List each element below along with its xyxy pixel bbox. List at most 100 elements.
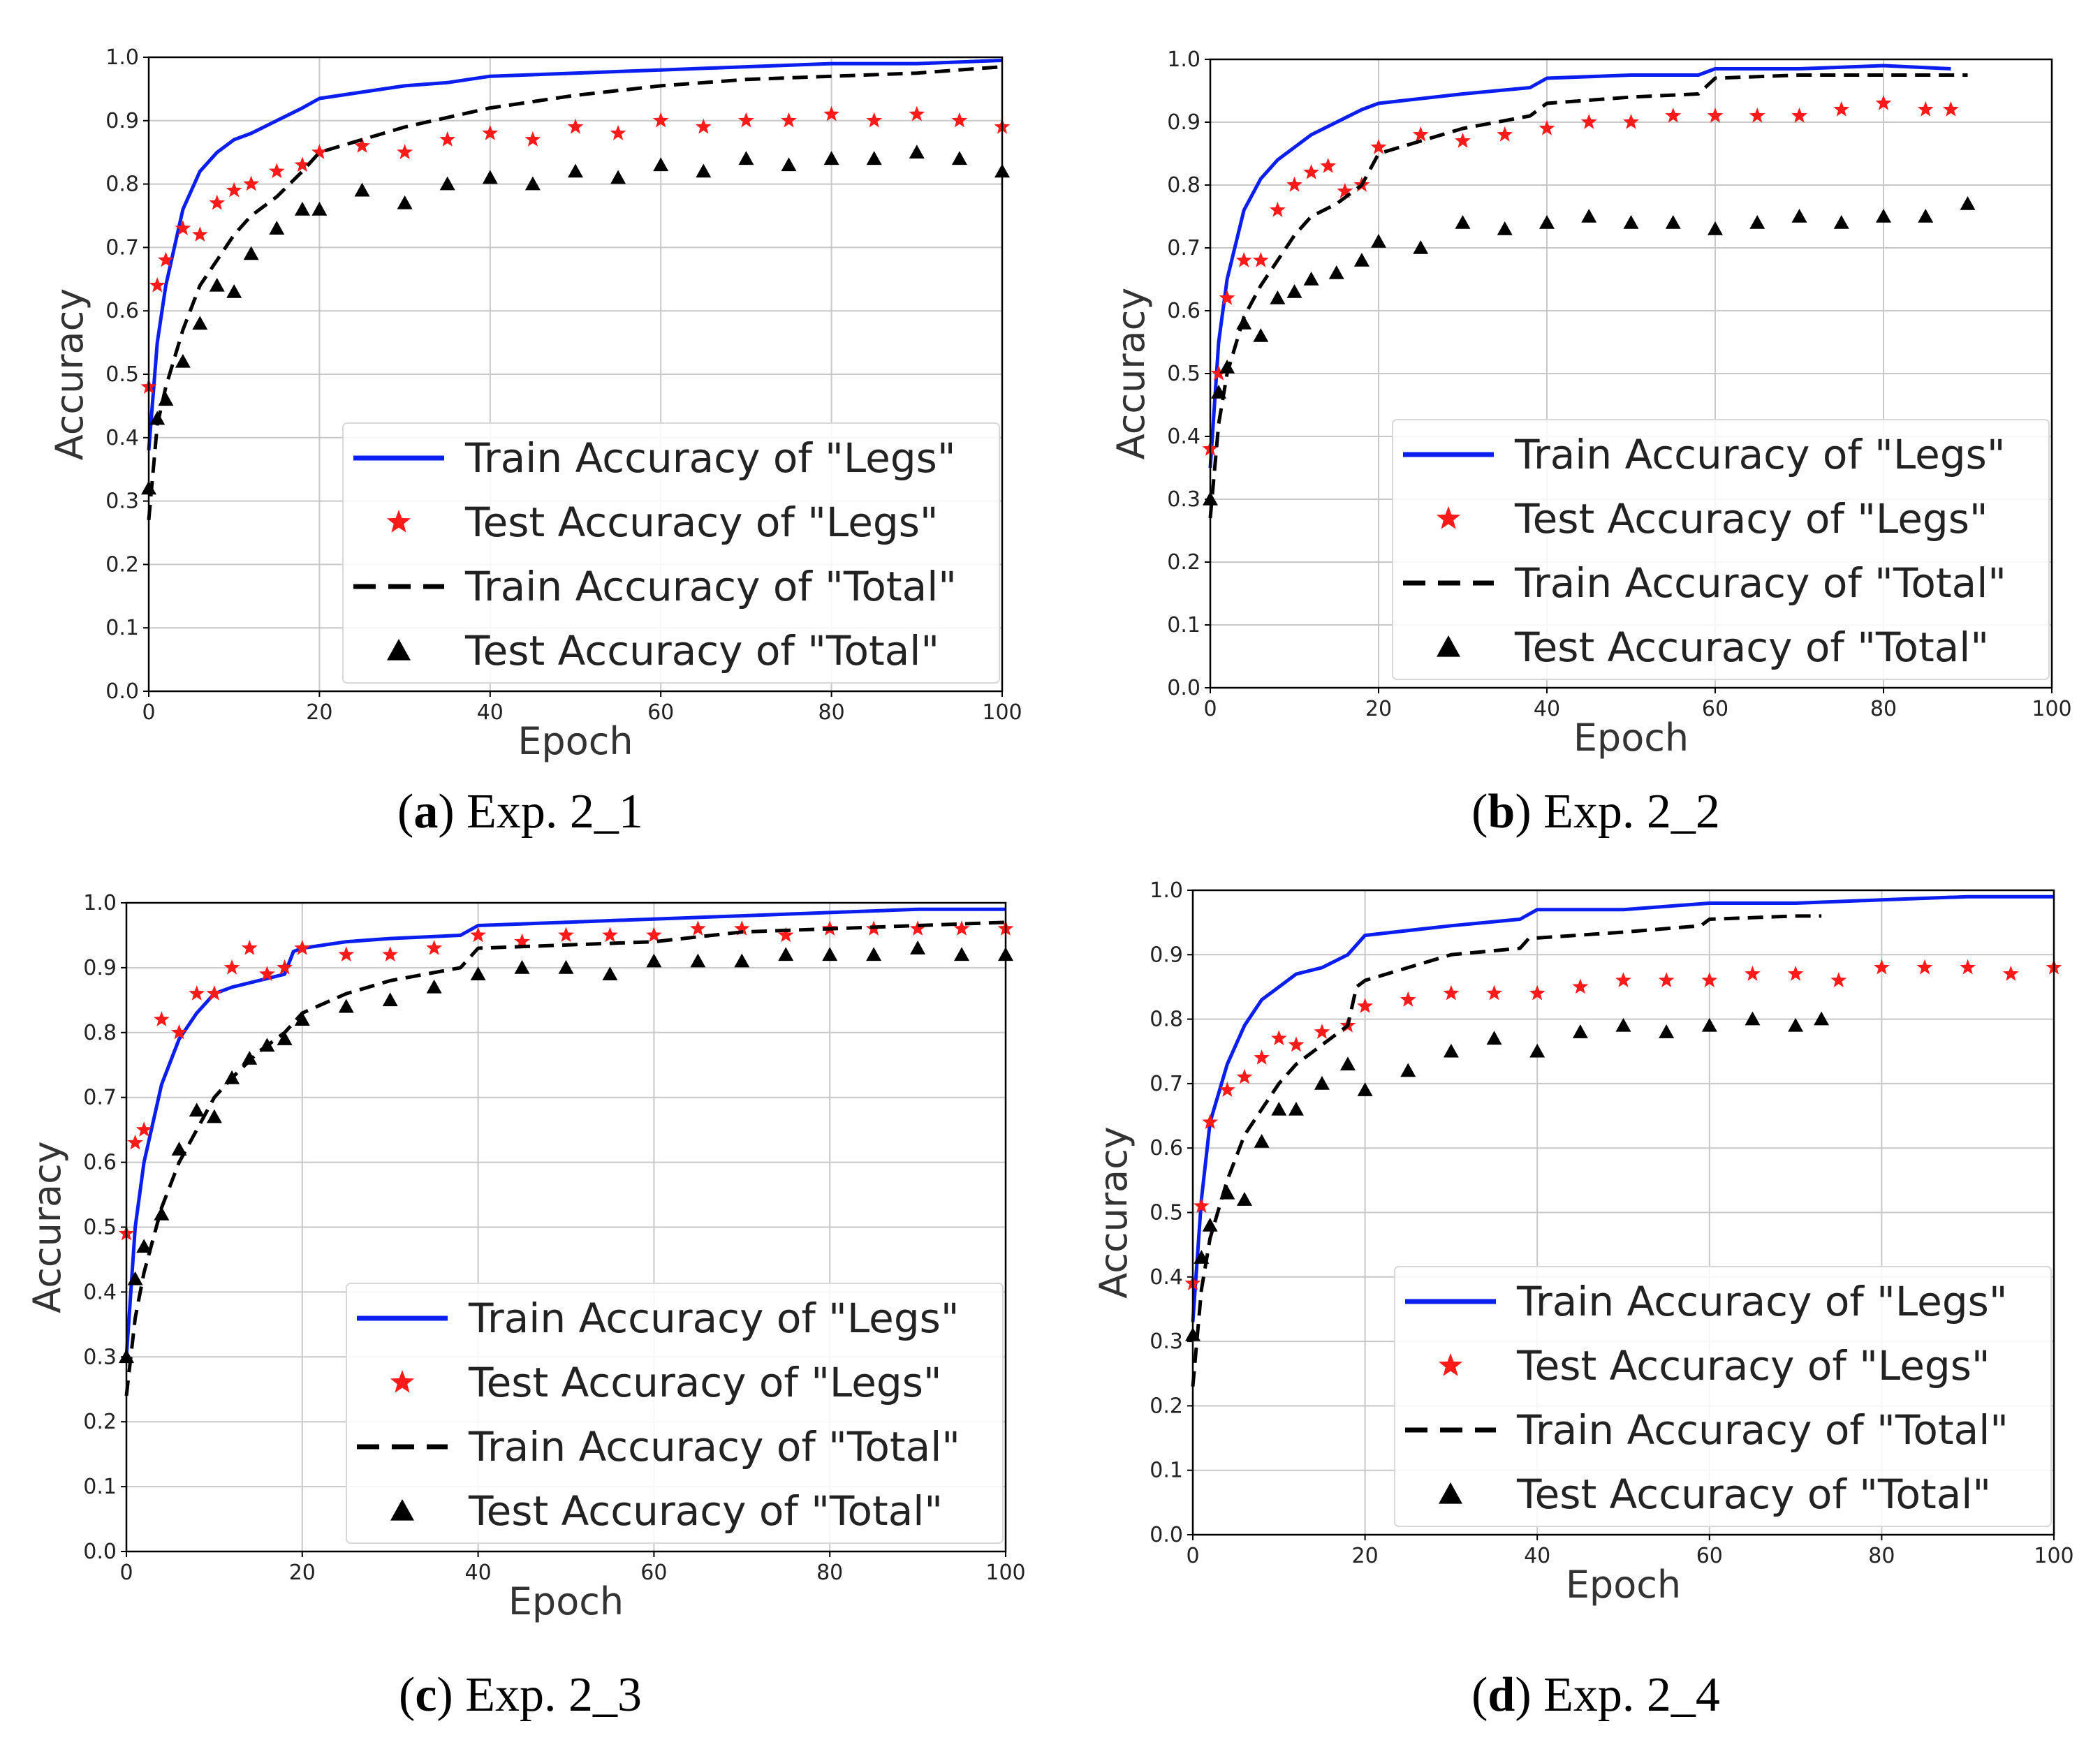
x-tick-label: 20	[289, 1561, 316, 1585]
test-total-point	[1745, 1011, 1761, 1026]
test-legs-point	[1337, 183, 1353, 198]
test-total-point	[909, 145, 925, 159]
test-total-point	[602, 966, 618, 980]
y-tick-label: 0.6	[83, 1151, 117, 1175]
test-legs-point	[1615, 972, 1631, 987]
y-tick-label: 0.2	[1167, 550, 1200, 575]
caption-d: (d) Exp. 2_4	[1471, 1668, 1720, 1722]
test-total-point	[738, 151, 754, 165]
test-legs-point	[1370, 139, 1387, 154]
test-total-point	[294, 201, 310, 216]
y-tick-label: 0.9	[83, 956, 117, 980]
y-tick-label: 0.9	[1167, 110, 1200, 135]
test-legs-point	[695, 118, 712, 134]
test-legs-point	[1791, 108, 1807, 123]
test-total-point	[696, 163, 712, 178]
test-legs-point	[777, 927, 794, 943]
test-total-point	[1665, 215, 1681, 229]
x-tick-label: 100	[982, 700, 1022, 725]
test-legs-point	[953, 920, 970, 936]
legend-triangle-icon	[390, 1499, 414, 1521]
legend-triangle-icon	[1437, 635, 1460, 657]
test-legs-point	[1787, 966, 1804, 981]
test-legs-point	[1254, 1049, 1270, 1065]
test-total-point	[382, 992, 398, 1007]
x-tick-label: 60	[640, 1561, 667, 1585]
y-tick-label: 0.4	[1167, 425, 1200, 449]
test-legs-point	[470, 927, 486, 943]
test-total-point	[149, 411, 166, 425]
test-total-point	[690, 953, 706, 968]
y-tick-label: 0.1	[105, 616, 139, 640]
test-total-point	[1529, 1043, 1545, 1058]
y-tick-label: 0.1	[1150, 1459, 1183, 1483]
y-tick-label: 1.0	[83, 891, 117, 915]
test-total-point	[778, 947, 794, 961]
y-tick-label: 0.2	[1150, 1394, 1183, 1418]
test-total-point	[338, 998, 354, 1013]
train-total-line	[147, 65, 1003, 521]
test-legs-point	[1202, 1114, 1219, 1129]
test-total-point	[277, 1031, 293, 1045]
test-legs-point	[951, 112, 968, 128]
test-legs-point	[1412, 126, 1429, 142]
x-tick-label: 60	[1696, 1544, 1723, 1568]
test-legs-point	[1916, 959, 1933, 975]
test-legs-point	[602, 927, 618, 943]
test-legs-point	[259, 966, 275, 981]
legend-label: Test Accuracy of "Legs"	[464, 499, 939, 546]
legend-box	[1394, 1266, 2052, 1527]
test-total-point	[1623, 215, 1639, 229]
test-legs-point	[1529, 985, 1545, 1001]
test-total-point	[470, 966, 486, 980]
test-legs-point	[1303, 164, 1319, 179]
test-legs-point	[823, 105, 839, 121]
test-legs-point	[189, 985, 205, 1001]
chart-panel-c: 0 20 40 60 80 100 0.0 0.1 0.2 0.3 0.4 0.5 0.6 0.7 0.8 0…	[25, 891, 1026, 1623]
train-legs-line	[124, 907, 1006, 1357]
test-legs-point	[1286, 177, 1302, 192]
test-total-point	[1400, 1063, 1416, 1077]
x-tick-label: 0	[1186, 1544, 1199, 1568]
test-legs-point	[226, 182, 242, 198]
x-tick-label: 0	[1203, 697, 1217, 721]
test-legs-point	[1270, 1030, 1287, 1045]
test-legs-point	[171, 1024, 187, 1040]
test-total-point	[1219, 360, 1235, 374]
test-total-point	[1270, 290, 1286, 304]
x-axis-label: Epoch	[517, 719, 633, 763]
x-tick-label: 40	[1524, 1544, 1550, 1568]
test-total-point	[206, 1109, 222, 1123]
test-legs-point	[1193, 1197, 1210, 1213]
legend-triangle-icon	[1439, 1482, 1462, 1504]
x-tick-label: 80	[816, 1561, 843, 1585]
test-legs-point	[1917, 101, 1934, 117]
y-tick-label: 0.2	[105, 552, 139, 577]
legend-star-icon	[1436, 506, 1461, 529]
x-axis-label: Epoch	[1566, 1563, 1681, 1607]
train-legs-line	[1208, 64, 1951, 469]
test-total-point	[1271, 1101, 1287, 1116]
test-legs-point	[558, 927, 574, 943]
test-total-point	[1328, 265, 1344, 279]
y-tick-label: 0.8	[1167, 173, 1200, 198]
test-legs-point	[439, 131, 456, 147]
test-legs-point	[1486, 985, 1502, 1001]
legend-label: Train Accuracy of "Legs"	[468, 1295, 960, 1342]
test-total-point	[1339, 1056, 1356, 1071]
y-tick-label: 0.8	[105, 172, 139, 197]
test-total-point	[175, 353, 191, 368]
legend: Train Accuracy of "Legs" Test Accuracy of…	[1394, 1266, 2052, 1527]
legend-label: Train Accuracy of "Total"	[464, 563, 957, 610]
y-tick-label: 0.3	[83, 1345, 117, 1369]
test-total-point	[1497, 221, 1513, 235]
y-tick-label: 0.8	[83, 1021, 117, 1045]
test-legs-point	[733, 920, 750, 936]
test-total-point	[439, 176, 455, 191]
test-total-point	[192, 316, 208, 330]
test-total-point	[426, 979, 442, 994]
x-tick-label: 80	[818, 700, 845, 725]
y-tick-label: 0.7	[1167, 236, 1200, 260]
test-total-point	[311, 201, 328, 216]
test-legs-point	[1455, 133, 1471, 148]
